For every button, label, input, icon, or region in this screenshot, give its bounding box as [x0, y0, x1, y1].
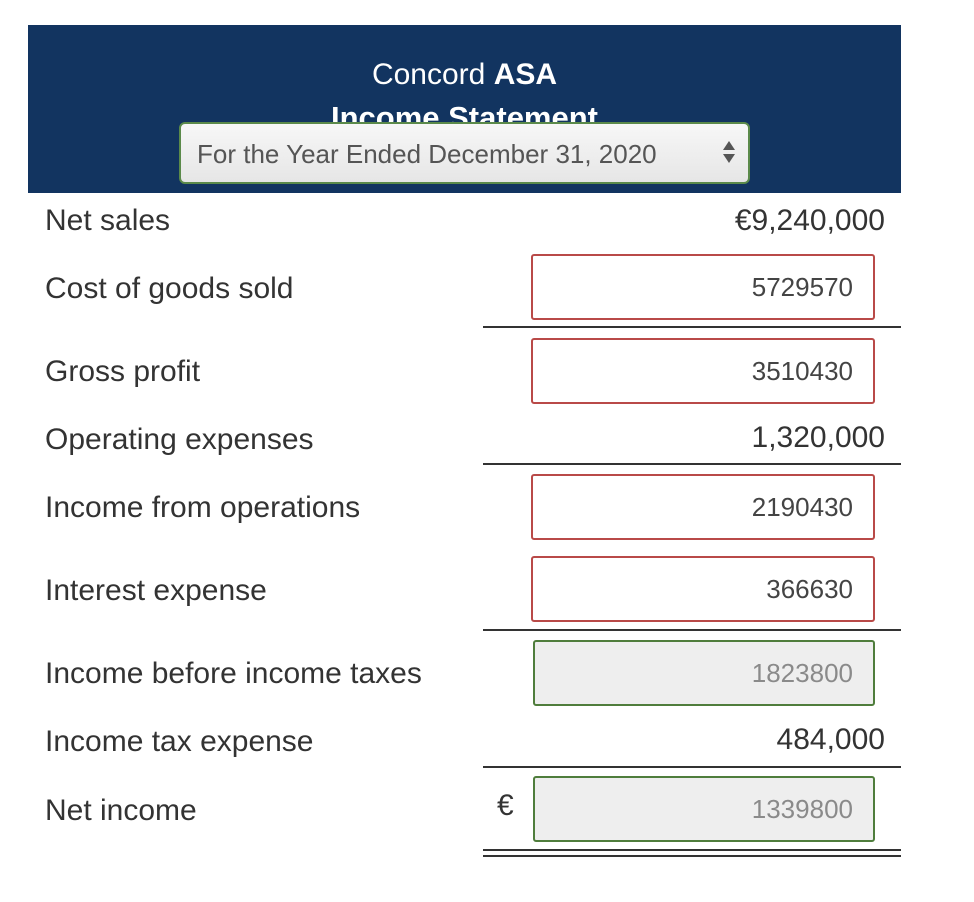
net-sales-label: Net sales	[45, 204, 171, 237]
company-name: Concord ASA	[28, 57, 901, 93]
net-sales-amount: €9,240,000	[734, 204, 885, 237]
company-suffix: ASA	[493, 58, 558, 91]
interest-expense-label: Interest expense	[45, 574, 267, 607]
cogs-input[interactable]: 5729570	[531, 254, 875, 320]
subtotal-rule	[483, 326, 901, 328]
currency-symbol: €	[497, 789, 514, 822]
income-before-taxes-label: Income before income taxes	[45, 657, 422, 690]
operating-expenses-label: Operating expenses	[45, 423, 314, 456]
company-name-text: Concord	[371, 58, 486, 91]
period-select-value: For the Year Ended December 31, 2020	[197, 139, 657, 169]
net-income-field: 1339800	[533, 776, 875, 842]
income-tax-expense-amount: 484,000	[776, 723, 885, 756]
operating-expenses-amount: 1,320,000	[751, 421, 885, 454]
subtotal-rule	[483, 463, 901, 465]
statement-header: Concord ASA Income Statement For the Yea…	[28, 25, 901, 193]
interest-expense-input[interactable]: 366630	[531, 556, 875, 622]
subtotal-rule	[483, 629, 901, 631]
income-from-operations-label: Income from operations	[45, 491, 361, 524]
subtotal-rule	[483, 766, 901, 768]
total-double-rule	[483, 849, 901, 857]
gross-profit-input[interactable]: 3510430	[531, 338, 875, 404]
gross-profit-label: Gross profit	[45, 355, 201, 388]
income-before-taxes-field: 1823800	[533, 640, 875, 706]
income-from-operations-input[interactable]: 2190430	[531, 474, 875, 540]
cogs-label: Cost of goods sold	[45, 272, 294, 305]
select-updown-icon	[722, 138, 736, 168]
net-income-label: Net income	[45, 794, 197, 827]
income-tax-expense-label: Income tax expense	[45, 725, 314, 758]
period-select[interactable]: For the Year Ended December 31, 2020	[179, 122, 750, 184]
